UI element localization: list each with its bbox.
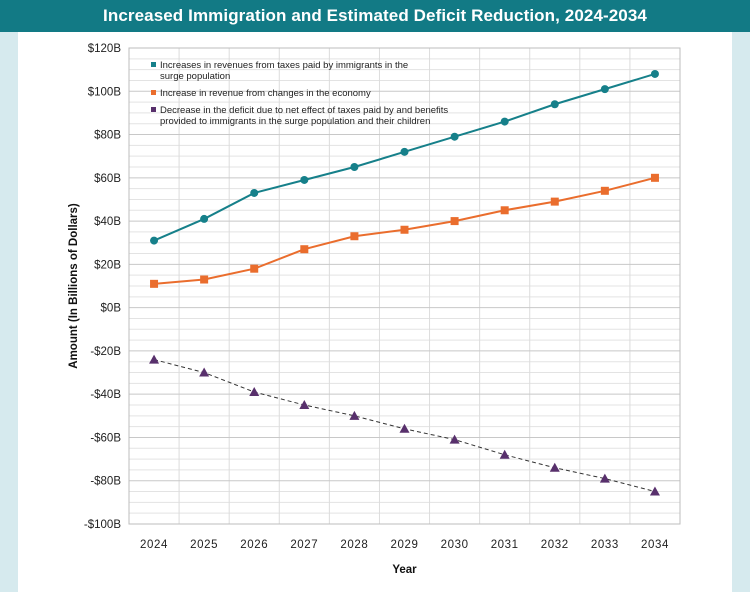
- x-tick-label: 2025: [190, 539, 218, 551]
- plot-border: [128, 47, 681, 525]
- data-point: [150, 279, 159, 288]
- legend-swatch: [151, 62, 156, 67]
- data-point: [250, 264, 259, 273]
- data-point: [650, 69, 659, 78]
- x-tick-label: 2028: [340, 539, 368, 551]
- data-point: [550, 197, 559, 206]
- y-tick-label: $60B: [94, 173, 121, 185]
- y-tick-label: -$20B: [90, 346, 121, 358]
- data-point: [349, 410, 360, 420]
- legend-swatch: [151, 90, 156, 95]
- y-tick-label: -$60B: [90, 432, 121, 444]
- x-tick-label: 2026: [240, 539, 268, 551]
- data-point: [500, 206, 509, 215]
- data-point: [449, 434, 460, 444]
- data-point: [300, 175, 309, 184]
- data-point: [549, 462, 560, 472]
- data-point: [400, 147, 409, 156]
- x-tick-label: 2031: [491, 539, 519, 551]
- data-point: [150, 236, 159, 245]
- data-point: [250, 188, 259, 197]
- y-tick-label: $0B: [101, 303, 122, 315]
- y-tick-label: -$100B: [84, 519, 121, 531]
- data-point: [499, 449, 510, 459]
- y-tick-label: $100B: [88, 86, 122, 98]
- x-axis-label: Year: [392, 564, 417, 576]
- data-point: [400, 225, 409, 234]
- data-point: [200, 275, 209, 284]
- x-tick-label: 2029: [391, 539, 419, 551]
- x-tick-label: 2033: [591, 539, 619, 551]
- data-point: [450, 217, 459, 226]
- data-point: [500, 117, 509, 126]
- data-point: [649, 486, 660, 496]
- x-tick-label: 2027: [290, 539, 318, 551]
- legend-label: Increase in revenue from changes in the …: [160, 88, 371, 99]
- data-point: [149, 354, 160, 364]
- data-point: [299, 400, 310, 409]
- legend-label: provided to immigrants in the surge popu…: [160, 116, 430, 127]
- data-point: [350, 163, 359, 171]
- data-point: [600, 186, 609, 195]
- y-tick-label: $20B: [94, 259, 121, 271]
- data-point: [200, 214, 209, 223]
- data-point: [300, 245, 309, 254]
- legend-label: Decrease in the deficit due to net effec…: [160, 105, 448, 116]
- y-tick-label: $120B: [88, 43, 122, 55]
- x-tick-label: 2032: [541, 539, 569, 551]
- y-tick-label: -$80B: [90, 476, 121, 488]
- data-point: [249, 387, 260, 397]
- legend-label: Increases in revenues from taxes paid by…: [160, 60, 408, 71]
- legend-swatch: [151, 107, 156, 112]
- chart-title: Increased Immigration and Estimated Defi…: [0, 0, 750, 32]
- y-tick-label: -$40B: [90, 389, 121, 401]
- x-tick-label: 2030: [441, 539, 469, 551]
- data-point: [399, 423, 410, 433]
- legend-label: surge population: [160, 71, 230, 82]
- data-point: [599, 473, 610, 483]
- y-tick-label: $80B: [94, 130, 121, 142]
- data-point: [550, 100, 559, 109]
- data-point: [350, 232, 359, 241]
- data-point: [450, 132, 459, 141]
- x-tick-label: 2034: [641, 539, 669, 551]
- line-chart: $120B $100B $80B $60B $40B $20B $0B -$20B -$40B -…: [68, 43, 681, 576]
- chart-panel: $120B $100B $80B $60B $40B $20B $0B -$20B -$40B -…: [18, 32, 732, 592]
- x-tick-label: 2024: [140, 539, 168, 551]
- data-point: [600, 85, 609, 94]
- y-axis-label: Amount (In Billions of Dollars): [68, 203, 80, 369]
- y-tick-label: $40B: [94, 216, 121, 228]
- data-point: [199, 367, 210, 377]
- data-point: [650, 173, 659, 182]
